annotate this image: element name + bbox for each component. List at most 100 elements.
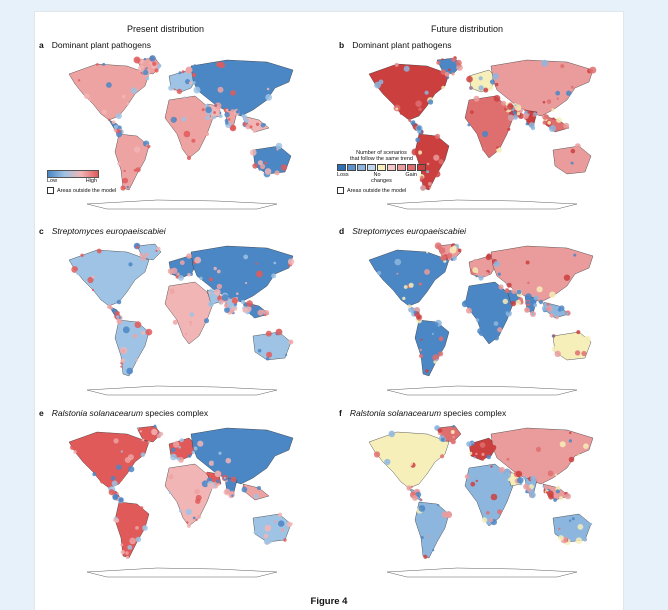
map-texture-patch [489, 501, 493, 506]
map-texture-patch [288, 339, 294, 345]
map-texture-patch [77, 79, 81, 82]
map-texture-patch [118, 471, 123, 477]
map-texture-patch [217, 86, 224, 93]
map-texture-patch [266, 351, 273, 358]
map-texture-patch [118, 497, 124, 503]
map-texture-patch [132, 333, 138, 339]
africa-region [464, 95, 514, 159]
map-texture-patch [128, 262, 133, 267]
map-texture-patch [285, 353, 288, 357]
map-texture-patch [279, 342, 285, 348]
map-texture-patch [543, 489, 546, 492]
map-texture-patch [554, 350, 561, 357]
map-texture-patch [523, 277, 529, 283]
map-texture-patch [228, 118, 231, 121]
map-texture-patch [171, 447, 176, 453]
map-texture-patch [264, 161, 268, 165]
map-texture-patch [139, 514, 142, 517]
map-texture-patch [140, 506, 144, 510]
map-texture-patch [452, 245, 457, 251]
map-texture-patch [274, 170, 280, 176]
scenario-swatch [377, 164, 386, 171]
map-texture-patch [218, 300, 222, 304]
map-texture-patch [120, 365, 123, 368]
map-texture-patch [117, 476, 123, 482]
map-texture-patch [250, 149, 257, 156]
map-texture-patch [208, 277, 213, 282]
map-texture-patch [178, 275, 184, 281]
scenario-swatch [357, 164, 366, 171]
map-texture-patch [228, 294, 233, 300]
map-texture-patch [116, 464, 122, 470]
map-texture-patch [178, 71, 182, 75]
map-texture-patch [185, 508, 192, 516]
map-texture-patch [255, 122, 260, 127]
map-texture-patch [432, 354, 440, 362]
map-texture-patch [377, 270, 382, 276]
asia-region [190, 427, 294, 485]
map-texture-patch [280, 164, 288, 171]
map-texture-patch [420, 175, 424, 180]
map-texture-patch [536, 286, 543, 293]
map-texture-patch [255, 491, 259, 495]
map-texture-patch [120, 543, 124, 547]
world-map-a [68, 55, 294, 210]
map-texture-patch [525, 260, 530, 265]
map-texture-patch [75, 270, 82, 276]
map-texture-patch [140, 452, 146, 457]
map-texture-patch [120, 450, 123, 453]
map-texture-patch [524, 307, 530, 313]
map-texture-patch [142, 525, 148, 531]
map-texture-patch [434, 133, 441, 139]
map-texture-patch [258, 167, 262, 171]
low-high-gradient [47, 170, 99, 178]
map-texture-patch [70, 445, 75, 450]
map-texture-patch [170, 116, 177, 123]
map-texture-patch [570, 148, 576, 154]
legend-loss-label: Loss [337, 172, 349, 178]
map-texture-patch [506, 282, 512, 288]
map-texture-patch [480, 456, 485, 461]
map-texture-patch [549, 291, 556, 299]
map-texture-patch [140, 255, 147, 261]
map-texture-patch [558, 535, 564, 541]
map-texture-patch [189, 296, 194, 302]
panel-f: f Ralstonia solanacearum species complex [339, 408, 619, 588]
map-texture-patch [473, 95, 480, 102]
map-texture-patch [551, 346, 558, 352]
map-texture-patch [512, 114, 519, 120]
map-texture-patch [141, 331, 146, 335]
map-texture-patch [461, 300, 469, 308]
map-texture-patch [507, 478, 511, 482]
map-texture-patch [589, 66, 597, 74]
map-texture-patch [555, 90, 561, 96]
map-texture-patch [230, 476, 237, 483]
panel-a: a Dominant plant pathogens Low High Areas … [39, 40, 319, 220]
antarctica-region [86, 567, 278, 578]
map-texture-patch [441, 58, 444, 61]
map-texture-patch [447, 68, 451, 72]
map-texture-patch [263, 533, 269, 539]
map-texture-patch [158, 431, 164, 437]
outside-model-label: Areas outside the model [57, 187, 117, 194]
map-texture-patch [187, 273, 191, 277]
map-texture-patch [489, 518, 493, 523]
map-texture-patch [170, 453, 177, 461]
map-texture-patch [116, 318, 123, 325]
map-texture-patch [552, 117, 555, 120]
scenario-swatch [347, 164, 356, 171]
map-texture-patch [493, 260, 500, 267]
map-texture-patch [438, 351, 444, 357]
map-texture-patch [145, 76, 150, 81]
map-texture-patch [472, 267, 478, 273]
map-texture-patch [526, 300, 530, 305]
antarctica-region [86, 199, 278, 210]
map-texture-patch [120, 185, 126, 191]
map-texture-patch [424, 90, 429, 95]
map-texture-patch [193, 86, 201, 94]
map-texture-patch [218, 114, 223, 119]
present-legend: Low High Areas outside the model [47, 170, 116, 194]
map-texture-patch [529, 491, 536, 499]
future-legend: Number of scenarios that follow the same… [337, 150, 426, 194]
map-texture-patch [260, 122, 266, 128]
